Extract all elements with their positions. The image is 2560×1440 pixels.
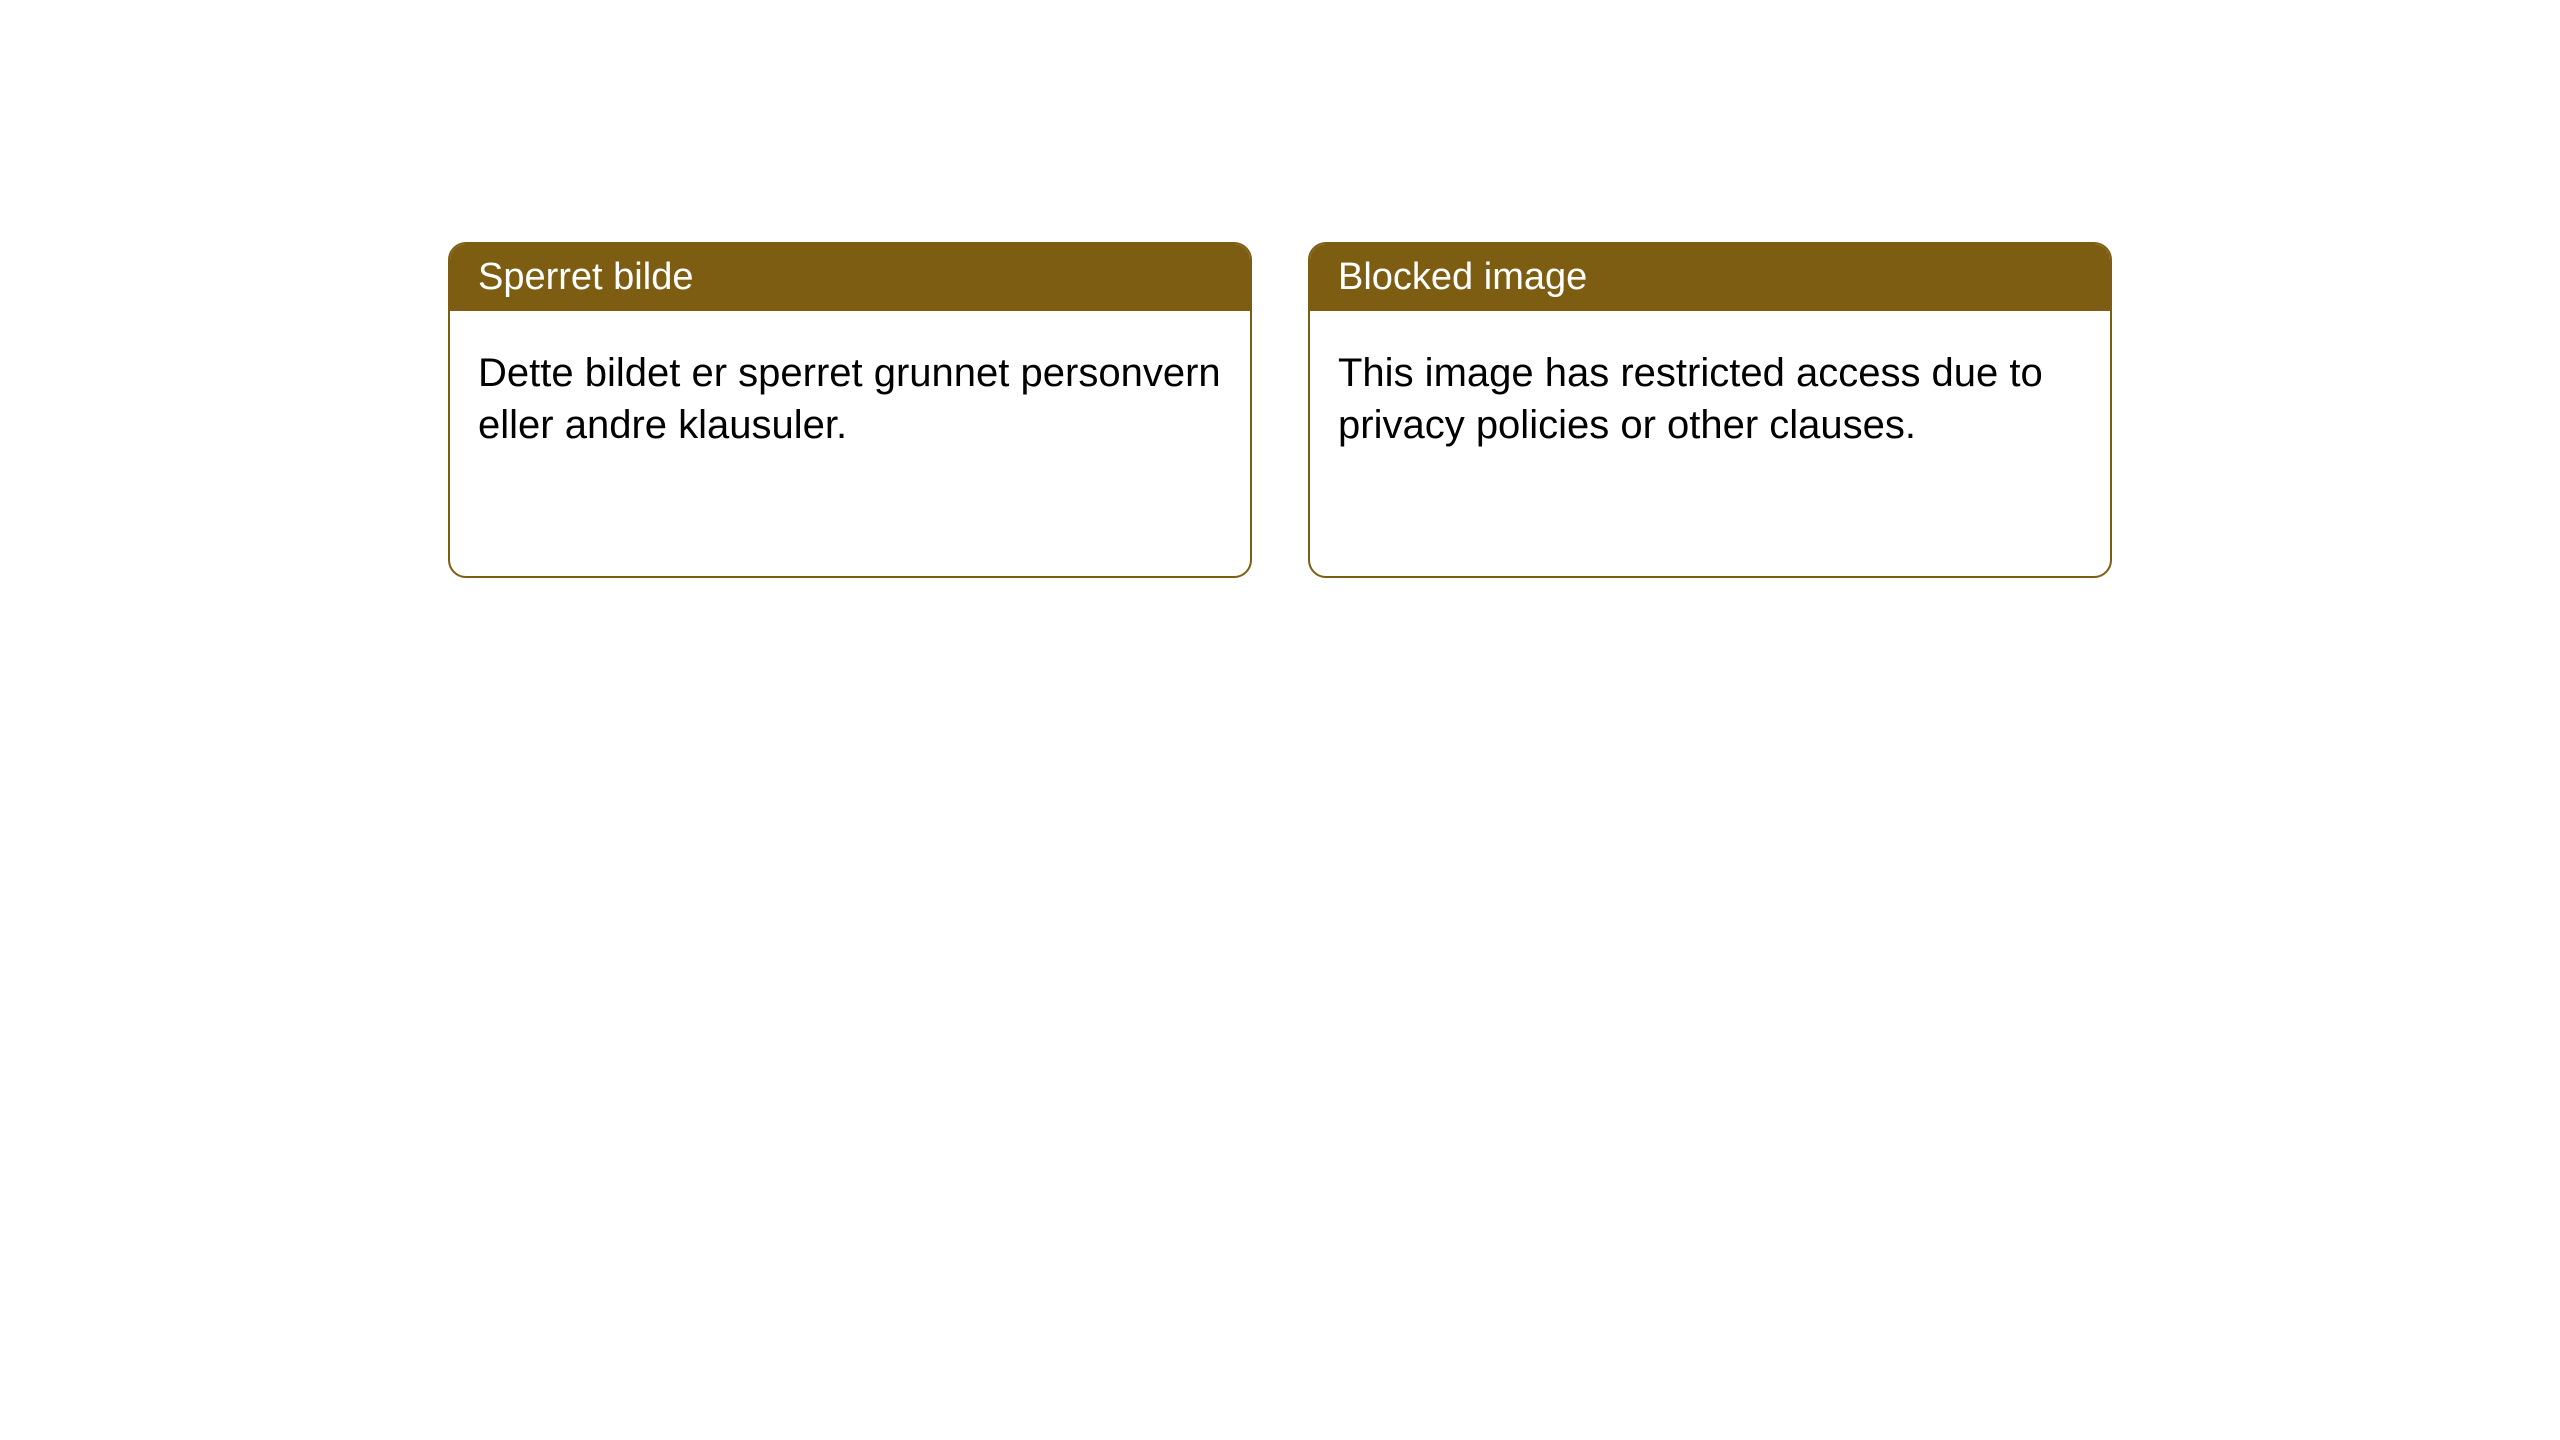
notice-body-no: Dette bildet er sperret grunnet personve…	[450, 311, 1250, 487]
notice-container: Sperret bilde Dette bildet er sperret gr…	[0, 0, 2560, 578]
notice-body-en: This image has restricted access due to …	[1310, 311, 2110, 487]
notice-card-en: Blocked image This image has restricted …	[1308, 242, 2112, 578]
notice-title-no: Sperret bilde	[450, 244, 1250, 311]
notice-card-no: Sperret bilde Dette bildet er sperret gr…	[448, 242, 1252, 578]
notice-title-en: Blocked image	[1310, 244, 2110, 311]
